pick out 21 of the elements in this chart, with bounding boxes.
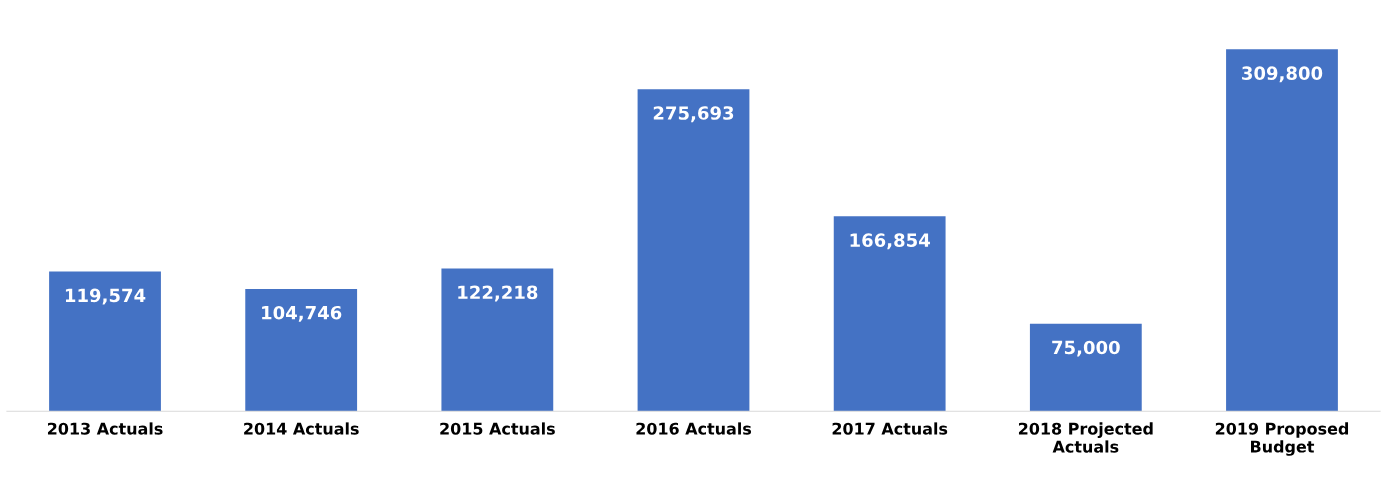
x-tick-label: 2013 Actuals: [47, 422, 163, 435]
x-tick-label: 2018 Projected Actuals: [1018, 422, 1153, 453]
data-label: 75,000: [1052, 340, 1120, 357]
x-tick-label: 2014 Actuals: [244, 422, 359, 435]
x-tick-label: 2017 Actuals: [832, 422, 948, 435]
x-tick-label: 2016 Actuals: [636, 422, 752, 435]
data-label: 122,218: [458, 285, 538, 302]
data-label: 104,746: [262, 305, 342, 322]
bar: [1029, 323, 1142, 412]
data-label: 309,800: [1242, 66, 1323, 83]
x-tick-label: 2019 Proposed Budget: [1215, 422, 1349, 456]
bar: [1226, 49, 1338, 412]
bar: [49, 271, 161, 412]
data-label: 119,574: [65, 288, 146, 305]
bar: [833, 216, 946, 412]
bar: [441, 268, 554, 412]
bar: [637, 89, 750, 412]
x-tick-label: 2015 Actuals: [440, 422, 555, 435]
data-label: 166,854: [850, 233, 930, 250]
data-label: 275,693: [653, 106, 734, 123]
bar: [245, 288, 358, 412]
